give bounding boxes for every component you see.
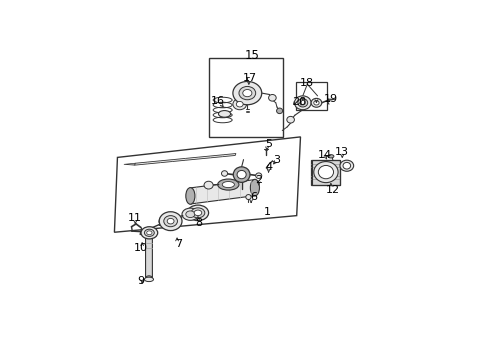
Ellipse shape — [186, 211, 195, 217]
Ellipse shape — [233, 81, 262, 105]
Ellipse shape — [141, 227, 158, 239]
Polygon shape — [135, 153, 236, 165]
Text: 3: 3 — [273, 155, 280, 165]
Text: 19: 19 — [324, 94, 338, 104]
Text: 7: 7 — [174, 239, 182, 249]
Ellipse shape — [145, 277, 153, 282]
Polygon shape — [146, 235, 152, 278]
Text: 10: 10 — [134, 243, 148, 253]
Ellipse shape — [159, 212, 182, 231]
Ellipse shape — [246, 194, 251, 199]
Ellipse shape — [243, 90, 252, 97]
Ellipse shape — [164, 216, 177, 227]
Text: 15: 15 — [245, 49, 259, 62]
Ellipse shape — [343, 162, 351, 169]
Ellipse shape — [314, 162, 338, 183]
Ellipse shape — [269, 94, 276, 101]
Ellipse shape — [328, 155, 334, 158]
Ellipse shape — [314, 100, 319, 105]
Ellipse shape — [219, 111, 231, 117]
Ellipse shape — [204, 181, 213, 189]
Ellipse shape — [233, 167, 250, 183]
Ellipse shape — [191, 208, 205, 218]
Text: 17: 17 — [243, 73, 257, 83]
Text: 9: 9 — [137, 276, 145, 286]
Ellipse shape — [187, 205, 209, 221]
Ellipse shape — [287, 116, 294, 123]
Ellipse shape — [340, 160, 354, 171]
Text: 20: 20 — [292, 97, 306, 107]
Polygon shape — [190, 180, 255, 204]
Ellipse shape — [221, 171, 227, 176]
Ellipse shape — [167, 219, 174, 224]
Text: 16: 16 — [211, 96, 225, 107]
Ellipse shape — [256, 173, 262, 179]
Ellipse shape — [147, 231, 152, 235]
Ellipse shape — [294, 96, 311, 110]
Text: 18: 18 — [300, 77, 315, 87]
Ellipse shape — [218, 179, 239, 190]
Text: 2: 2 — [256, 175, 263, 185]
Ellipse shape — [298, 99, 308, 107]
Ellipse shape — [239, 86, 256, 100]
Text: 8: 8 — [196, 217, 203, 228]
Text: 1: 1 — [264, 207, 271, 217]
Text: 11: 11 — [127, 213, 142, 224]
Ellipse shape — [250, 179, 260, 196]
Text: 4: 4 — [266, 162, 273, 172]
Ellipse shape — [236, 102, 243, 107]
Ellipse shape — [146, 233, 152, 238]
Ellipse shape — [186, 188, 195, 204]
Text: 12: 12 — [326, 185, 340, 194]
Ellipse shape — [300, 100, 305, 105]
Ellipse shape — [146, 276, 152, 281]
Text: 14: 14 — [318, 150, 332, 159]
Ellipse shape — [276, 108, 283, 114]
Ellipse shape — [182, 208, 199, 220]
Ellipse shape — [145, 229, 154, 237]
Ellipse shape — [233, 99, 246, 110]
Ellipse shape — [237, 170, 246, 179]
Text: 6: 6 — [250, 192, 257, 202]
Text: 5: 5 — [265, 139, 272, 149]
Ellipse shape — [318, 166, 334, 179]
Ellipse shape — [222, 181, 234, 188]
Ellipse shape — [194, 210, 202, 216]
Ellipse shape — [311, 98, 322, 107]
Bar — [311, 159, 341, 185]
Text: 13: 13 — [335, 147, 348, 157]
Polygon shape — [124, 163, 135, 165]
